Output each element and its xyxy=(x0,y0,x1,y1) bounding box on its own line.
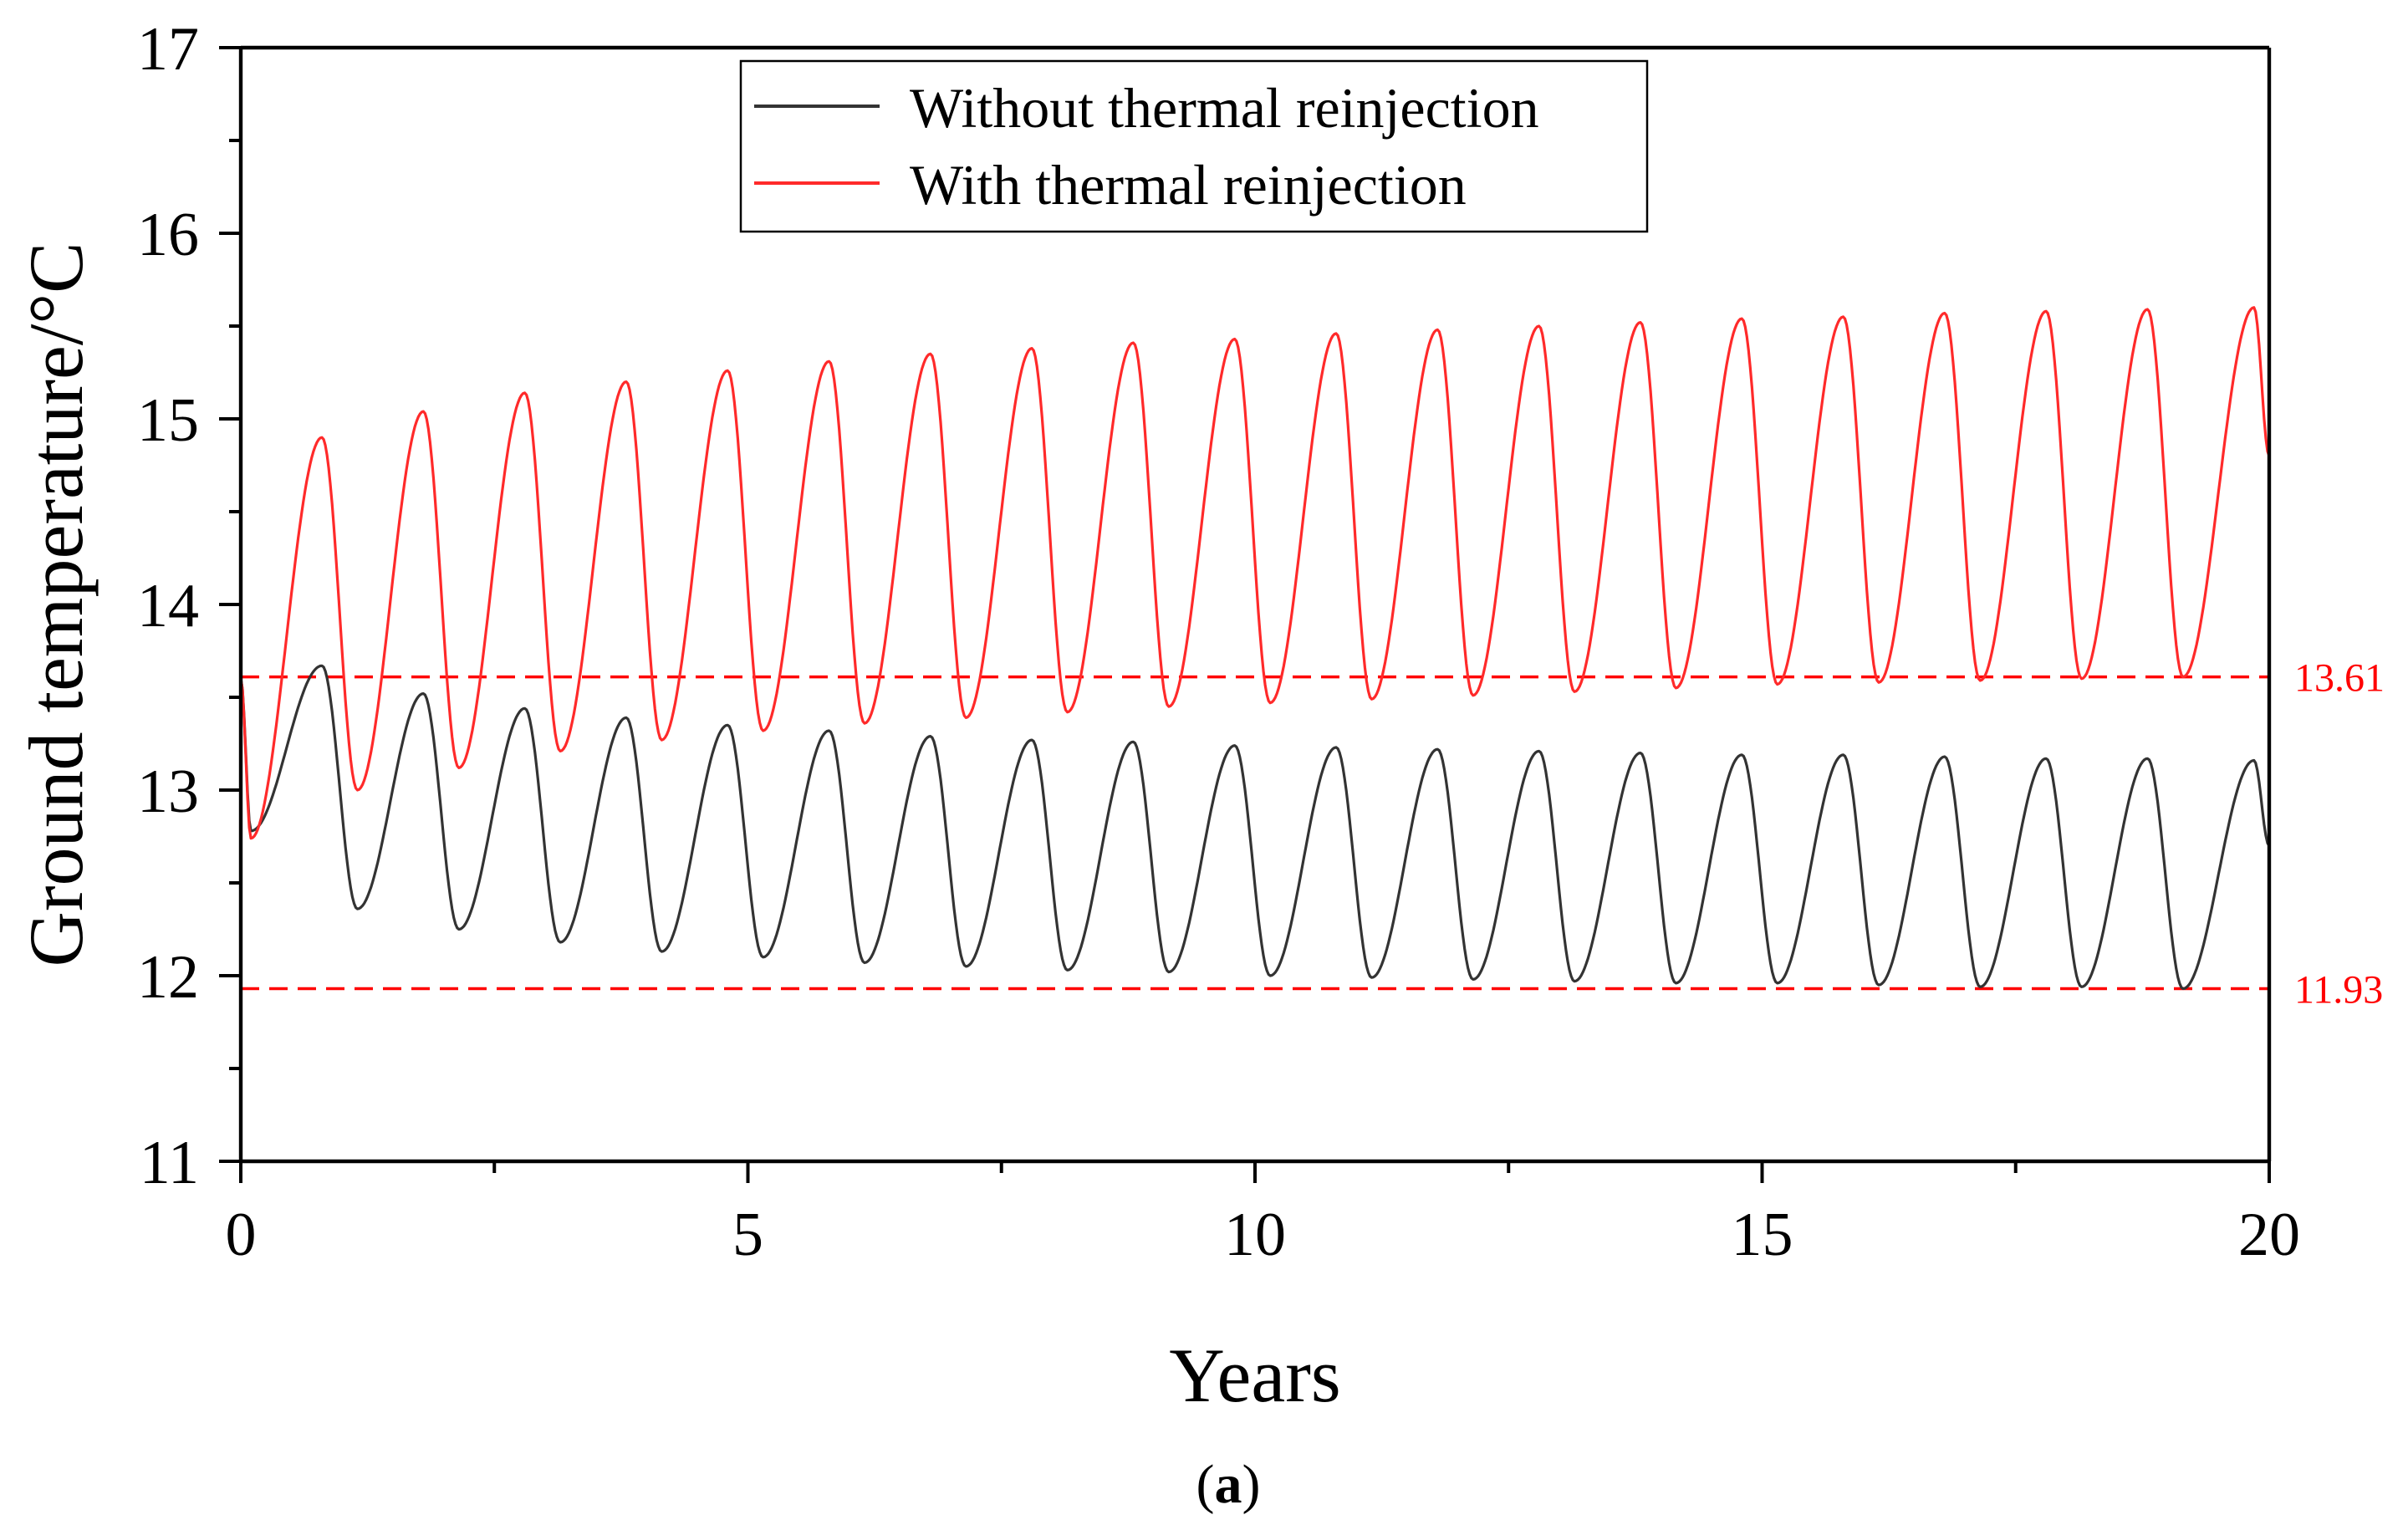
x-tick-label: 20 xyxy=(2238,1201,2300,1269)
x-tick-label: 5 xyxy=(732,1201,763,1269)
panel-label: (a) xyxy=(1196,1454,1261,1515)
x-tick-label: 10 xyxy=(1224,1201,1286,1269)
series-line-without-reinjection xyxy=(239,664,2271,991)
panel-label-letter: a xyxy=(1215,1454,1242,1515)
y-tick-label: 15 xyxy=(137,386,199,455)
panel-label-close: ) xyxy=(1242,1454,1261,1515)
series-line-with-reinjection xyxy=(239,306,2271,840)
y-tick-label: 14 xyxy=(137,572,199,640)
y-tick-label: 13 xyxy=(137,757,199,826)
x-axis-title: Years xyxy=(1169,1333,1340,1418)
x-ticks: 0 5 10 15 20 xyxy=(226,1161,2300,1269)
legend-label-with: With thermal reinjection xyxy=(910,153,1467,217)
x-tick-label: 15 xyxy=(1732,1201,1793,1269)
reference-label-upper: 13.61 xyxy=(2294,656,2385,701)
legend: Without thermal reinjection With thermal… xyxy=(739,59,1649,233)
panel-label-open: ( xyxy=(1196,1454,1215,1515)
x-tick-label: 0 xyxy=(226,1201,257,1269)
reference-label-lower: 11.93 xyxy=(2294,968,2383,1012)
series-layer xyxy=(239,306,2271,991)
legend-label-without: Without thermal reinjection xyxy=(910,76,1539,140)
y-tick-label: 12 xyxy=(137,943,199,1012)
y-ticks: 11 12 13 14 15 16 17 xyxy=(137,15,241,1197)
y-axis-title: Ground temperature/°C xyxy=(13,242,99,966)
legend-box xyxy=(739,59,1649,233)
y-tick-label: 17 xyxy=(137,15,199,84)
y-tick-label: 11 xyxy=(140,1129,199,1197)
reference-lines xyxy=(241,675,2269,991)
y-tick-label: 16 xyxy=(137,201,199,269)
